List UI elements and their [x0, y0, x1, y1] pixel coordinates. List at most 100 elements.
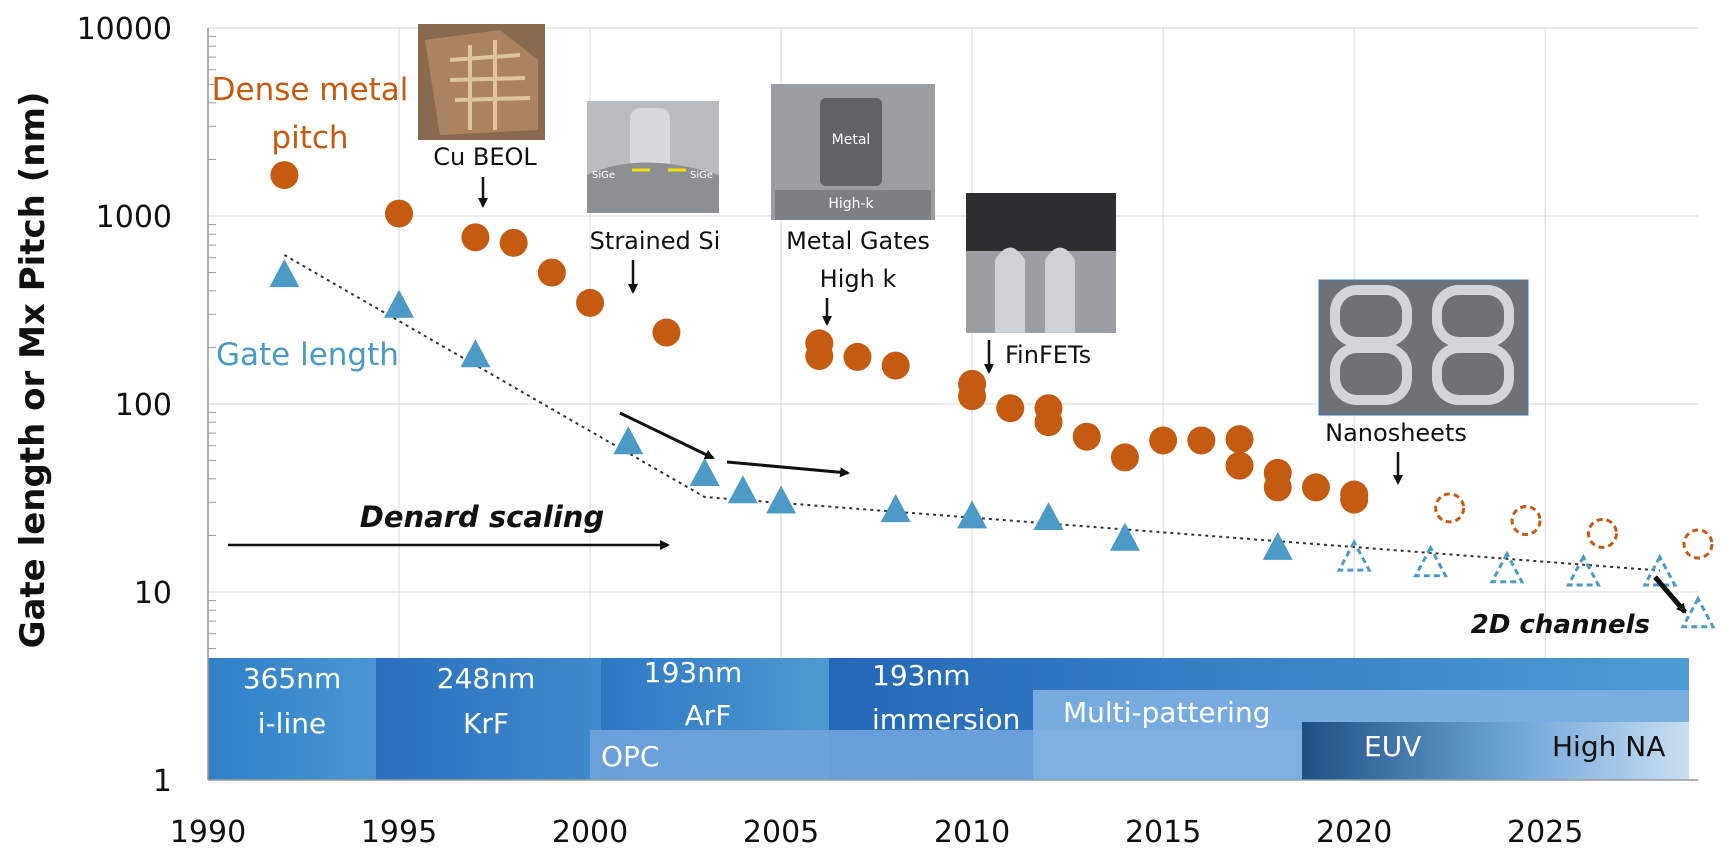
photo-label-high-k: High-k [828, 196, 874, 212]
gate-length-point [880, 494, 911, 523]
photo-label-sige-left: SiGe [592, 170, 615, 181]
label-opc: OPC [601, 740, 659, 773]
gate-length-projected-point [1680, 595, 1716, 629]
label-i-line: i-line [258, 707, 326, 740]
photo-cu-beol [418, 24, 545, 140]
label-arf: ArF [685, 699, 732, 732]
y-tick-label: 10000 [77, 12, 172, 47]
metal-pitch-point [576, 288, 605, 317]
tick-labels: 1 10 100 1000 10000 1990 1995 2000 2005 2010 2015 2… [77, 12, 1584, 850]
metal-pitch-projected-point [1586, 517, 1618, 549]
y-tick-label: 1 [153, 764, 172, 799]
gate-length-projected-point [1336, 538, 1372, 572]
y-tick-label: 100 [115, 388, 172, 423]
label-multi-patterning: Multi-pattering [1063, 696, 1270, 729]
gate-length-point [384, 289, 415, 318]
gate-length-point [460, 339, 491, 368]
photo-nanosheets [1318, 279, 1529, 416]
metal-pitch-point [958, 382, 987, 411]
band-euv [1302, 722, 1689, 780]
band-i-line [208, 658, 376, 780]
label-193nm-arf: 193nm [644, 656, 742, 689]
label-krf: KrF [463, 707, 509, 740]
gate-length-projected-point [1489, 550, 1525, 584]
series-label-metal-line2: pitch [271, 120, 348, 156]
annotation-strained-si: Strained Si [590, 227, 721, 255]
label-immersion: immersion [872, 703, 1020, 736]
metal-pitch-point [1340, 485, 1369, 514]
arrow-2d-channels [1653, 575, 1687, 614]
x-tick-label: 1990 [170, 815, 246, 850]
photo-finfets [966, 193, 1116, 333]
metal-pitch-point [1301, 473, 1330, 502]
series-label-gate: Gate length [216, 337, 399, 373]
metal-pitch-point [461, 223, 490, 252]
arrow-transition-2 [726, 460, 850, 478]
label-high-na: High NA [1552, 730, 1665, 763]
metal-pitch-point [1072, 422, 1101, 451]
gate-length-point [727, 475, 758, 504]
annotation-nanosheets: Nanosheets [1325, 419, 1467, 447]
lithography-bands: 365nm i-line 248nm KrF 193nm ArF 193nm i… [208, 656, 1689, 780]
metal-pitch-point [652, 318, 681, 347]
metal-pitch-point [843, 342, 872, 371]
annotation-cu-beol: Cu BEOL [433, 143, 537, 171]
gate-length-point [269, 259, 300, 288]
y-axis-label: Gate length or Mx Pitch (nm) [13, 92, 53, 649]
gate-length-projected-point [1565, 553, 1601, 587]
metal-pitch-point [1110, 443, 1139, 472]
metal-pitch-point [1263, 473, 1292, 502]
gate-length-point [1109, 522, 1140, 551]
metal-pitch-point [1149, 426, 1178, 455]
series-label-metal-line1: Dense metal [212, 72, 409, 108]
photo-label-metal: Metal [832, 132, 871, 148]
metal-pitch-point [499, 228, 528, 257]
label-365nm: 365nm [243, 662, 341, 695]
annotation-2d-channels: 2D channels [1471, 610, 1650, 640]
photo-strained-si: SiGe SiGe [587, 101, 719, 213]
gate-length-point [689, 458, 720, 487]
x-tick-label: 2015 [1125, 815, 1201, 850]
metal-pitch-point [1034, 408, 1063, 437]
annotation-finfets: FinFETs [1005, 341, 1091, 369]
metal-pitch-point [537, 258, 566, 287]
trend-line [283, 254, 1660, 572]
y-tick-label: 1000 [96, 200, 172, 235]
metal-pitch-point [270, 161, 299, 190]
metal-pitch-point [1187, 426, 1216, 455]
gate-length-point [957, 500, 988, 529]
x-tick-label: 2020 [1316, 815, 1392, 850]
metal-pitch-point [996, 394, 1025, 423]
metal-pitch-point [385, 199, 414, 228]
data-marks [269, 161, 1716, 629]
x-tick-label: 2005 [743, 815, 819, 850]
label-euv: EUV [1364, 730, 1421, 763]
label-193nm-immersion: 193nm [872, 659, 970, 692]
gate-length-point [766, 485, 797, 514]
metal-pitch-projected-point [1682, 528, 1714, 560]
metal-pitch-point [1225, 425, 1254, 454]
metal-pitch-projected-point [1434, 492, 1466, 524]
gate-length-point [613, 426, 644, 455]
annotation-high-k: High k [820, 265, 897, 293]
y-tick-label: 10 [134, 576, 172, 611]
annotation-metal-gates: Metal Gates [786, 227, 930, 255]
metal-pitch-point [881, 351, 910, 380]
gate-length-point [1033, 502, 1064, 531]
x-tick-label: 2000 [552, 815, 628, 850]
gate-length-point [1262, 531, 1293, 560]
gate-length-projected-point [1642, 553, 1678, 587]
metal-pitch-projected-point [1510, 505, 1542, 537]
arrow-transition-1 [619, 411, 715, 460]
axes [207, 28, 1698, 781]
annotation-denard-scaling: Denard scaling [360, 500, 604, 534]
metal-pitch-point [805, 342, 834, 371]
photo-label-sige-right: SiGe [690, 170, 713, 181]
photo-metal-gates: Metal High-k [771, 84, 935, 220]
x-tick-label: 1995 [361, 815, 437, 850]
x-tick-label: 2010 [934, 815, 1010, 850]
gate-length-projected-point [1413, 544, 1449, 578]
band-krf [376, 658, 601, 780]
label-248nm: 248nm [437, 662, 535, 695]
